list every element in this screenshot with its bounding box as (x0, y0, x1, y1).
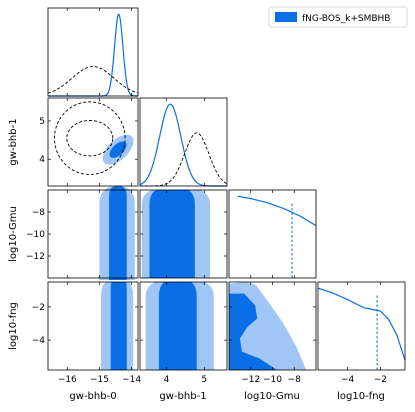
ytick-label-log10-fng: −2 (32, 303, 45, 313)
marginal-gw-bhb-0-main (48, 13, 138, 97)
contour-gw-bhb-0-vs-gw-bhb-1-reference-inner (66, 120, 114, 157)
xtick-label-log10-fng: −2 (374, 375, 387, 385)
contour-gw-bhb-0-vs-gw-bhb-1-inner (109, 141, 127, 158)
ytick-label-log10-gmu: −10 (26, 230, 45, 240)
xtick-label-gw-bhb-0: −14 (122, 375, 141, 385)
panel-3-0 (47, 281, 139, 371)
panel-1-1 (139, 97, 228, 187)
contour-gw-bhb-1-vs-log10-fng-inner (158, 282, 197, 370)
xtick-label-gw-bhb-0: −16 (58, 375, 77, 385)
contour-gw-bhb-0-vs-log10-gmu-inner (109, 186, 127, 280)
ytick-label-gw-bhb-1: 4 (39, 155, 45, 165)
ylabel-log10-gmu: log10-Gmu (8, 206, 19, 262)
xlabel-gw-bhb-0: gw-bhb-0 (69, 391, 116, 402)
ytick-label-log10-gmu: −8 (32, 208, 46, 218)
xtick-label-gw-bhb-0: −15 (90, 375, 109, 385)
contour-gw-bhb-1-vs-log10-gmu-inner (149, 190, 195, 278)
panel-1-0 (47, 97, 139, 187)
tick-labels: −16 −15 −14 4 5 −12 −10 −8 −4 −245−12−10−8−4−2 (26, 117, 387, 385)
marginal-log10-fng-main (317, 287, 406, 361)
xtick-label-gw-bhb-1: 5 (201, 375, 207, 385)
xlabel-log10-gmu: log10-Gmu (244, 391, 300, 402)
xtick-label-log10-gmu: −8 (288, 375, 302, 385)
xtick-label-log10-gmu: −10 (263, 375, 282, 385)
legend-swatch (275, 12, 297, 22)
legend: fNG-BOS_k+SMBHB (268, 6, 408, 28)
panel-2-2 (228, 189, 317, 279)
ylabel-gw-bhb-1: gw-bhb-1 (8, 118, 19, 165)
marginal-gw-bhb-1-main (139, 103, 227, 187)
axes-frames (47, 7, 406, 371)
marginal-gw-bhb-0-reference (47, 66, 139, 94)
panel-3-3 (317, 281, 406, 371)
ytick-label-log10-gmu: −12 (26, 252, 45, 262)
panel-0-0 (47, 7, 139, 97)
xtick-label-log10-fng: −4 (341, 375, 355, 385)
contour-log10-gmu-vs-log10-fng-inner (229, 293, 277, 370)
contour-gw-bhb-0-vs-log10-fng-inner (110, 282, 127, 370)
marginal-log10-gmu-main (237, 195, 317, 227)
panel-3-1 (139, 281, 228, 371)
ylabel-log10-fng: log10-fng (8, 302, 19, 350)
ytick-label-gw-bhb-1: 5 (39, 117, 45, 127)
legend-label: fNG-BOS_k+SMBHB (302, 14, 390, 24)
xlabel-gw-bhb-1: gw-bhb-1 (159, 391, 206, 402)
contour-gw-bhb-0-vs-gw-bhb-1-reference-outer (53, 101, 126, 175)
ytick-label-log10-fng: −4 (32, 336, 46, 346)
marginal-gw-bhb-1-reference (140, 132, 228, 187)
xtick-label-gw-bhb-1: 4 (164, 375, 170, 385)
legend-box (268, 6, 408, 28)
xtick-label-log10-gmu: −12 (241, 375, 260, 385)
contour-fills (99, 134, 307, 370)
xlabel-log10-fng: log10-fng (337, 391, 385, 402)
